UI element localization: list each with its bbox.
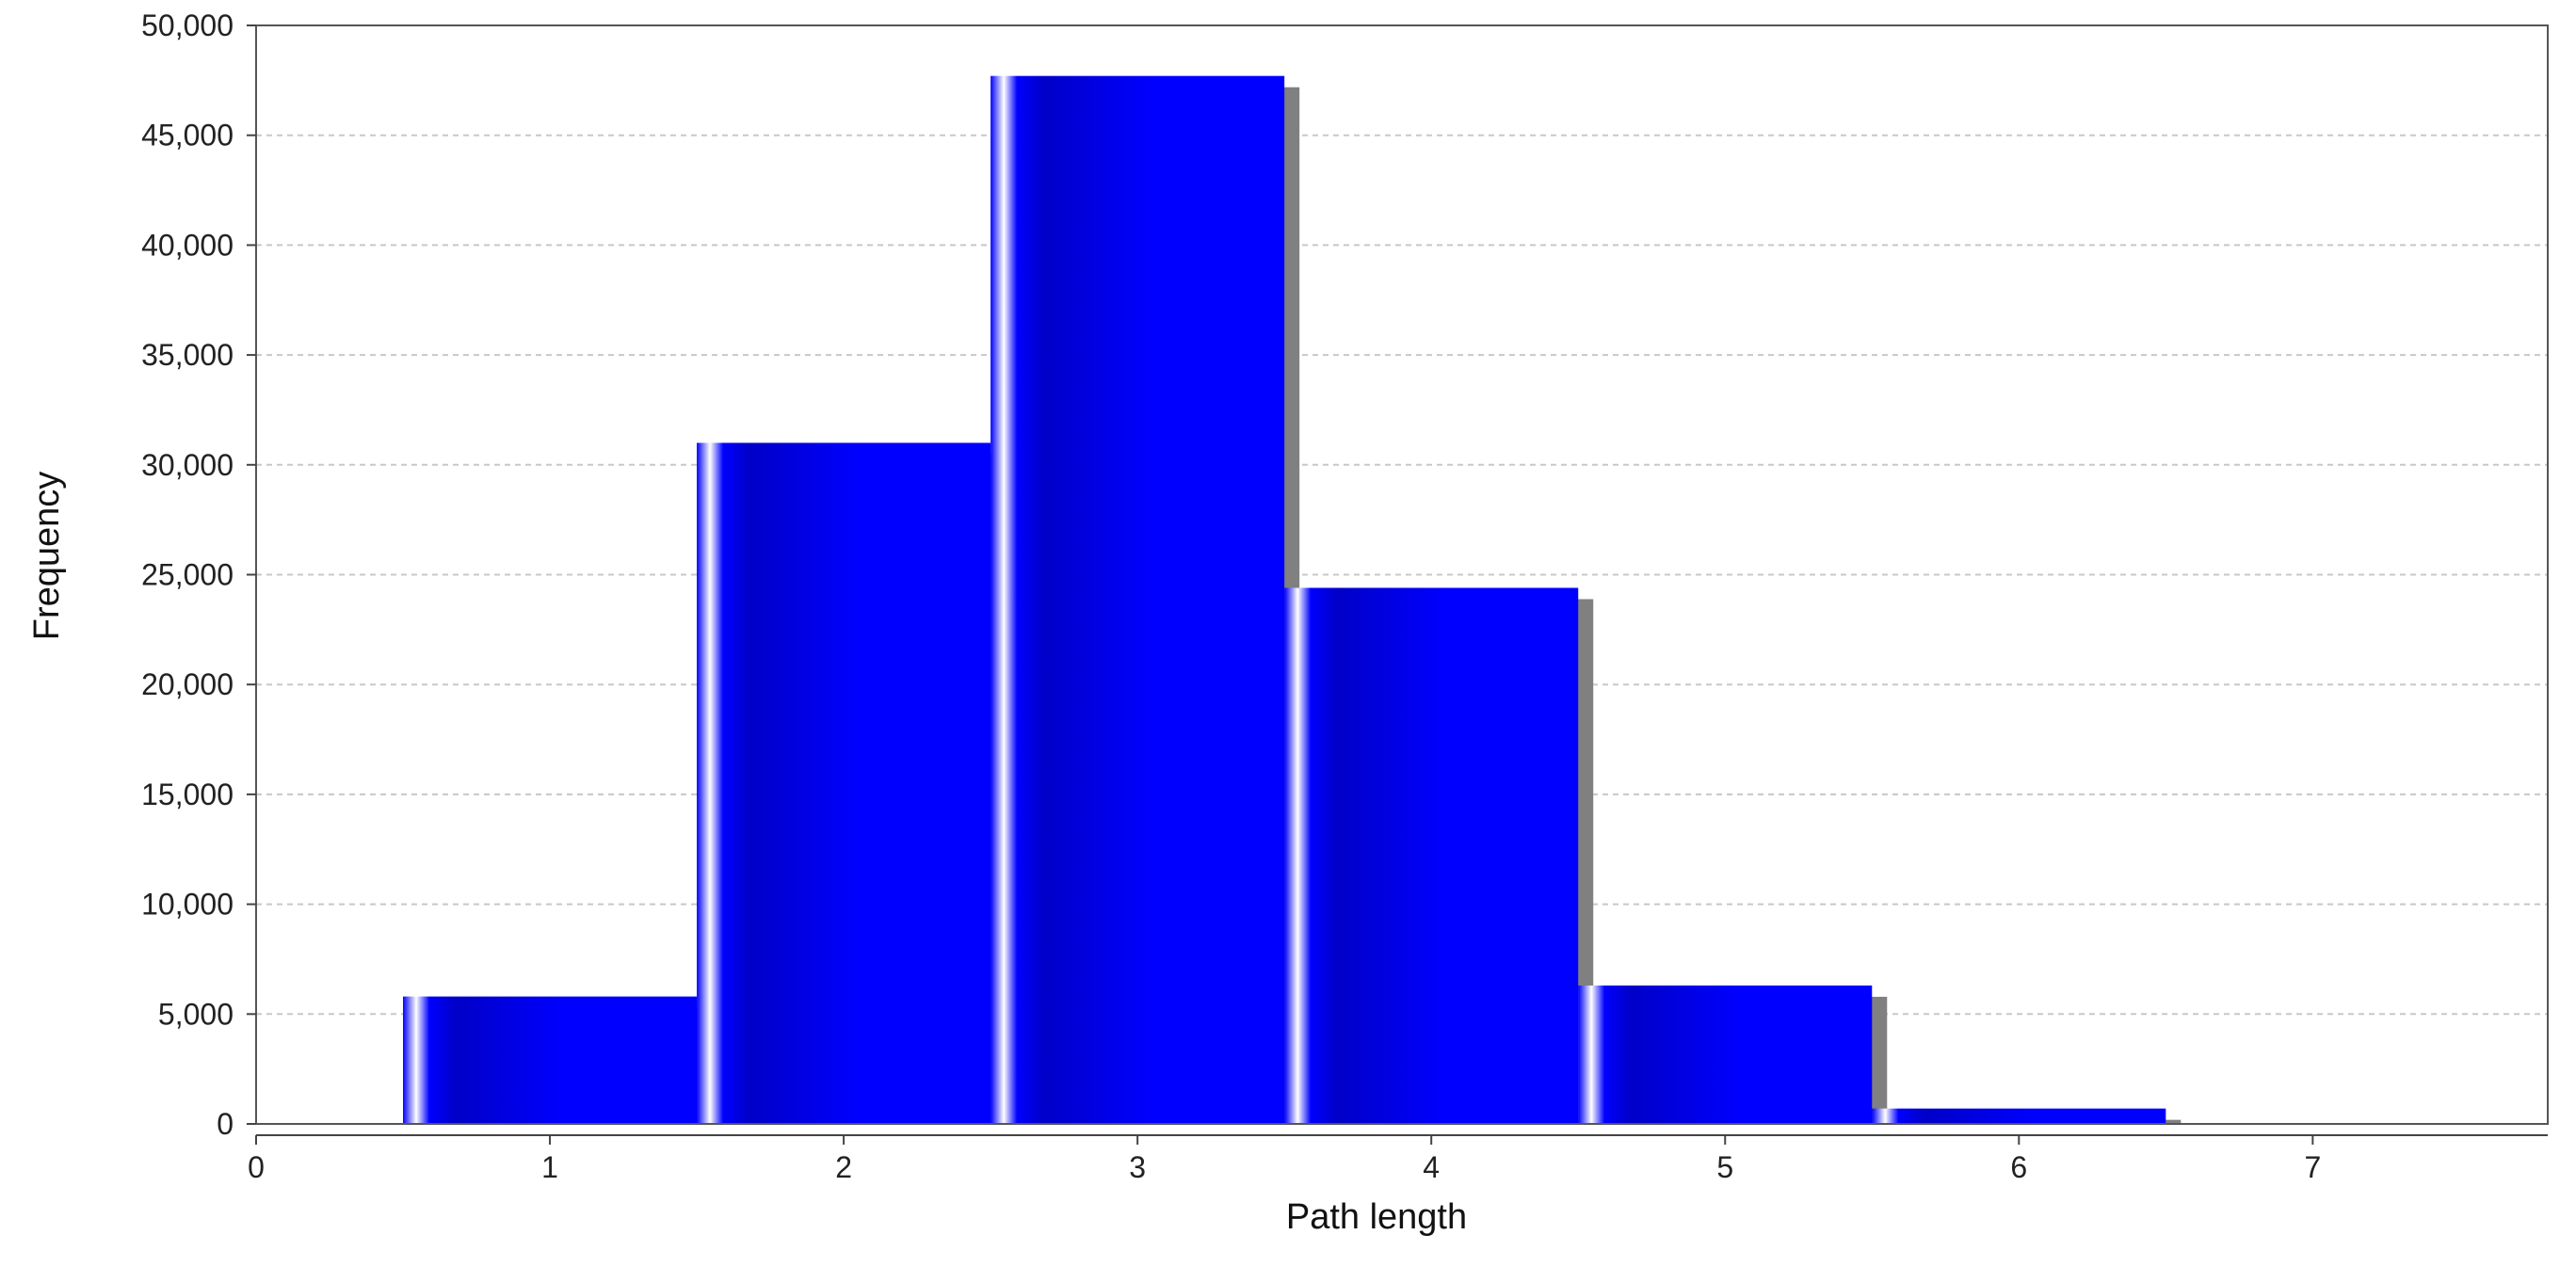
y-tick-label: 30,000 <box>141 448 233 482</box>
x-tick-label: 5 <box>1716 1150 1733 1184</box>
y-tick-label: 45,000 <box>141 119 233 152</box>
y-tick-label: 40,000 <box>141 228 233 262</box>
histogram-bar <box>1284 587 1579 1124</box>
x-tick-label: 1 <box>541 1150 558 1184</box>
y-tick-label: 20,000 <box>141 667 233 701</box>
y-tick-label: 10,000 <box>141 888 233 922</box>
x-tick-label: 3 <box>1129 1150 1146 1184</box>
grid-lines <box>256 134 2548 1016</box>
bars <box>403 75 2166 1125</box>
histogram-bar <box>1872 1108 2166 1124</box>
y-tick-label: 5,000 <box>158 997 233 1031</box>
y-axis-title: Frequency <box>27 472 67 641</box>
y-tick-label: 15,000 <box>141 778 233 811</box>
y-tick-label: 0 <box>217 1107 233 1141</box>
histogram-bar <box>403 996 698 1124</box>
histogram-bar <box>697 442 991 1125</box>
y-tick-label: 25,000 <box>141 558 233 592</box>
x-tick-label: 7 <box>2304 1150 2321 1184</box>
x-tick-label: 4 <box>1423 1150 1440 1184</box>
x-tick-label: 2 <box>835 1150 852 1184</box>
y-tick-label: 35,000 <box>141 338 233 372</box>
histogram-bar <box>1578 985 1873 1124</box>
x-tick-label: 0 <box>248 1150 265 1184</box>
axes: 0 5,000 10,000 15,000 20,000 25,000 30,000 35,0… <box>141 8 2548 1184</box>
y-tick-label: 50,000 <box>141 8 233 42</box>
x-tick-label: 6 <box>2010 1150 2027 1184</box>
x-axis-title: Path length <box>1286 1197 1467 1237</box>
histogram-bar <box>990 75 1285 1124</box>
